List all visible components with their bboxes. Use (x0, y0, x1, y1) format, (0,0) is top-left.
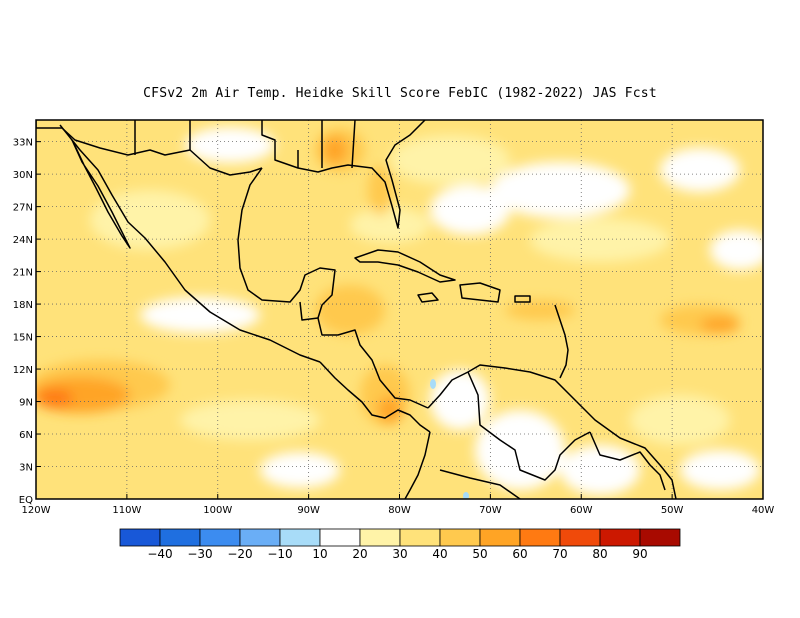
colorbar-label: −10 (267, 547, 292, 561)
lon-tick-label: 90W (297, 505, 320, 516)
lon-tick-label: 40W (752, 505, 775, 516)
lat-tick-label: 9N (19, 398, 33, 409)
coastlines (36, 120, 677, 499)
colorbar-label: 40 (432, 547, 447, 561)
colorbar-swatch (599, 528, 641, 547)
lon-tick-label: 80W (388, 505, 411, 516)
lon-tick-label: 110W (112, 505, 141, 516)
colorbar-label: 20 (352, 547, 367, 561)
lat-tick-label: EQ (19, 495, 33, 506)
lat-tick-label: 15N (13, 333, 33, 344)
colorbar-label: −20 (227, 547, 252, 561)
colorbar-swatch (439, 528, 481, 547)
colorbar-label: 60 (512, 547, 527, 561)
map-title: CFSv2 2m Air Temp. Heidke Skill Score Fe… (143, 86, 657, 101)
lat-tick-label: 6N (19, 430, 33, 441)
colorbar-label: −30 (187, 547, 212, 561)
skill-field (36, 120, 763, 499)
colorbar-label: 80 (592, 547, 607, 561)
lon-tick-label: 100W (203, 505, 232, 516)
colorbar-swatch (119, 528, 161, 547)
colorbar-swatch (519, 528, 561, 547)
colorbar-swatch (639, 528, 681, 547)
lat-tick-label: 24N (13, 235, 33, 246)
colorbar-label: −40 (147, 547, 172, 561)
lat-tick-label: 27N (13, 203, 33, 214)
colorbar-swatch (359, 528, 401, 547)
colorbar-label: 90 (632, 547, 647, 561)
colorbar-swatch (279, 528, 321, 547)
lat-tick-label: 18N (13, 300, 33, 311)
colorbar-swatch (199, 528, 241, 547)
colorbar: −40 −30 −20 −10 10 20 30 40 50 60 70 80 90 (119, 528, 681, 561)
colorbar-swatch (559, 528, 601, 547)
colorbar-label: 70 (552, 547, 567, 561)
lon-tick-label: 50W (661, 505, 684, 516)
lon-tick-label: 120W (22, 505, 51, 516)
lon-tick-label: 60W (570, 505, 593, 516)
colorbar-swatch (239, 528, 281, 547)
colorbar-label: 10 (312, 547, 327, 561)
colorbar-label: 30 (392, 547, 407, 561)
lat-tick-label: 3N (19, 463, 33, 474)
colorbar-label: 50 (472, 547, 487, 561)
colorbar-swatch (159, 528, 201, 547)
colorbar-swatch (319, 528, 361, 547)
lat-tick-label: 21N (13, 268, 33, 279)
colorbar-swatch (479, 528, 521, 547)
lon-tick-label: 70W (479, 505, 502, 516)
colorbar-swatch (399, 528, 441, 547)
lat-tick-label: 12N (13, 365, 33, 376)
lat-tick-label: 30N (13, 170, 33, 181)
lat-tick-label: 33N (13, 138, 33, 149)
